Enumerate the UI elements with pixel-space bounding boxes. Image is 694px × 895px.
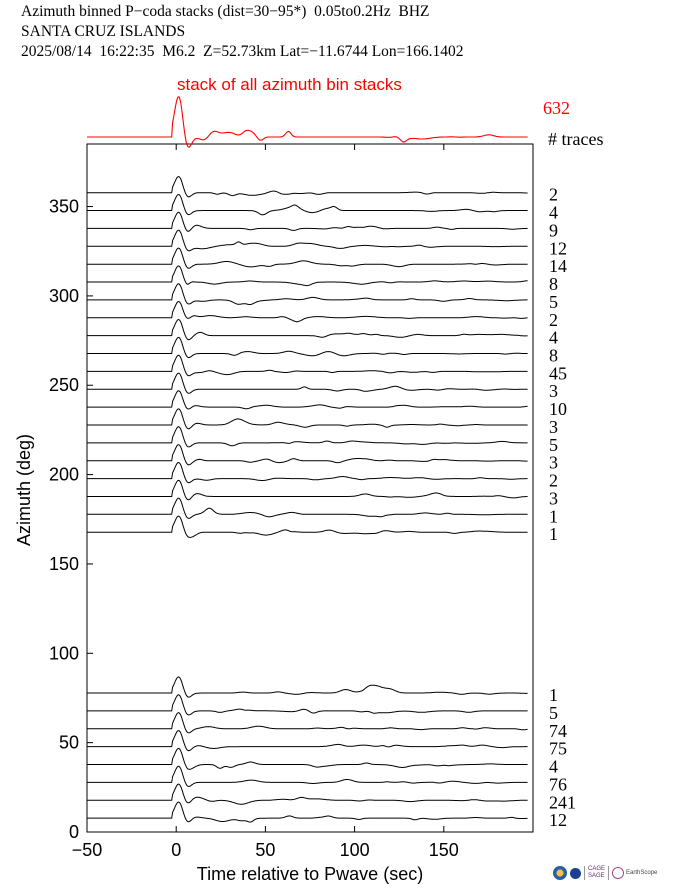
azimuth-trace-10 [87, 801, 528, 823]
azimuth-trace-330 [87, 229, 528, 252]
nsf-logo-icon [553, 866, 567, 880]
stack-layer [87, 96, 528, 148]
traces-layer [87, 176, 528, 823]
azimuth-trace-340 [87, 211, 528, 232]
trace-count-70: 5 [549, 703, 558, 723]
y-tick-label: 0 [69, 822, 79, 842]
header-region: SANTA CRUZ ISLANDS [21, 23, 186, 40]
earthscope-logo: EarthScope [612, 867, 657, 879]
stack-trace [87, 96, 528, 148]
trace-count-260: 45 [549, 363, 567, 383]
x-tick-label: 0 [171, 840, 181, 860]
trace-count-330: 12 [549, 238, 567, 258]
y-tick-label: 50 [59, 733, 79, 753]
azimuth-trace-30 [87, 765, 528, 788]
x-tick-label: 100 [340, 840, 370, 860]
azimuth-trace-200 [87, 461, 528, 484]
trace-count-350: 4 [549, 203, 558, 223]
trace-count-220: 5 [549, 435, 558, 455]
trace-count-header: # traces [548, 129, 603, 149]
cage-sage-logo: CAGE SAGE [584, 866, 610, 880]
plot-frame [86, 143, 534, 833]
azimuth-trace-310 [87, 265, 528, 287]
azimuth-trace-300 [87, 283, 528, 305]
trace-count-20: 241 [549, 792, 576, 812]
trace-count-230: 3 [549, 417, 558, 437]
azimuth-trace-20 [87, 783, 528, 805]
azimuth-trace-360 [87, 176, 528, 198]
y-tick-label: 100 [49, 643, 79, 663]
trace-count-180: 1 [549, 506, 558, 526]
trace-count-30: 76 [549, 774, 567, 794]
x-tick-label: 150 [429, 840, 459, 860]
azimuth-trace-210 [87, 444, 528, 466]
azimuth-trace-280 [87, 319, 528, 341]
azimuth-trace-250 [87, 372, 528, 394]
x-tick-label: 50 [255, 840, 275, 860]
trace-count-40: 4 [549, 757, 558, 777]
azimuth-trace-40 [87, 747, 528, 770]
trace-count-190: 3 [549, 488, 558, 508]
y-tick-label: 150 [49, 554, 79, 574]
azimuth-trace-350 [87, 193, 528, 216]
azimuth-trace-320 [87, 247, 528, 269]
trace-count-290: 2 [549, 310, 558, 330]
trace-count-310: 8 [549, 274, 558, 294]
azimuth-trace-270 [87, 336, 528, 359]
logo-strip: CAGE SAGE EarthScope [553, 866, 657, 880]
y-tick-label: 300 [49, 286, 79, 306]
figure-header: Azimuth binned P−coda stacks (dist=30−95… [21, 2, 464, 62]
header-event-info: 2025/08/14 16:22:35 M6.2 Z=52.73km Lat=−… [21, 43, 464, 60]
azimuth-trace-60 [87, 712, 528, 734]
azimuth-trace-80 [87, 676, 528, 698]
y-axis-label: Azimuth (deg) [14, 434, 34, 546]
trace-count-250: 3 [549, 381, 558, 401]
azimuth-trace-290 [87, 300, 528, 323]
stack-label: stack of all azimuth bin stacks [177, 75, 402, 94]
y-tick-label: 350 [49, 197, 79, 217]
stack-total-count: 632 [543, 98, 570, 118]
trace-count-360: 2 [549, 185, 558, 205]
azimuth-trace-180 [87, 497, 528, 519]
trace-count-200: 2 [549, 471, 558, 491]
azimuth-trace-70 [87, 694, 528, 716]
trace-count-210: 3 [549, 453, 558, 473]
trace-count-280: 4 [549, 328, 558, 348]
y-tick-label: 200 [49, 465, 79, 485]
trace-count-10: 12 [549, 810, 567, 830]
x-tick-label: −50 [72, 840, 103, 860]
azimuth-trace-170 [87, 515, 528, 538]
header-title: Azimuth binned P−coda stacks (dist=30−95… [21, 3, 430, 20]
trace-count-170: 1 [549, 524, 558, 544]
nasa-logo-icon [570, 867, 581, 879]
y-tick-label: 250 [49, 375, 79, 395]
azimuth-trace-230 [87, 408, 528, 430]
trace-count-240: 10 [549, 399, 567, 419]
earthscope-globe-icon [612, 867, 625, 879]
trace-count-340: 9 [549, 220, 558, 240]
x-axis-label: Time relative to Pwave (sec) [197, 864, 423, 884]
trace-count-270: 8 [549, 346, 558, 366]
trace-count-80: 1 [549, 685, 558, 705]
trace-count-60: 74 [549, 721, 567, 741]
azimuth-trace-190 [87, 479, 528, 501]
trace-count-300: 5 [549, 292, 558, 312]
trace-count-50: 75 [549, 739, 567, 759]
trace-count-320: 14 [549, 256, 567, 276]
azimuth-trace-50 [87, 730, 528, 752]
azimuth-trace-240 [87, 390, 528, 410]
azimuth-trace-260 [87, 354, 528, 377]
azimuth-trace-220 [87, 426, 528, 448]
